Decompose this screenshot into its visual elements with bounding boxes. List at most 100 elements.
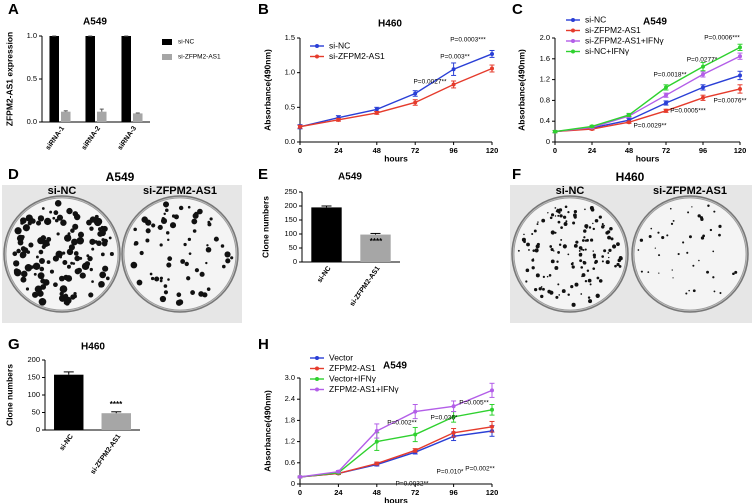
colony: [54, 218, 59, 223]
bar: [133, 113, 143, 122]
colony: [130, 261, 138, 269]
colony: [76, 267, 82, 274]
colony: [692, 289, 696, 293]
colony: [562, 215, 567, 219]
colony: [608, 256, 610, 259]
colony: [105, 276, 110, 281]
legend-swatch: [162, 54, 172, 60]
data-point: [701, 72, 705, 77]
x-tick-label: 120: [486, 146, 499, 155]
colony: [53, 210, 59, 216]
data-point: [413, 91, 418, 96]
colony: [582, 260, 586, 264]
colony: [88, 292, 94, 298]
annotation: P=0.003**: [440, 54, 470, 61]
colony: [609, 226, 613, 231]
colony: [554, 215, 557, 217]
colony: [187, 205, 191, 209]
colony: [163, 290, 169, 295]
colony: [70, 261, 74, 265]
colony: [40, 278, 46, 284]
colony: [598, 279, 603, 283]
colony: [38, 249, 44, 255]
colony: [16, 248, 21, 254]
data-point: [336, 117, 341, 122]
colony: [616, 242, 620, 247]
colony: [39, 257, 45, 264]
colony: [73, 251, 79, 256]
dish: [633, 197, 747, 311]
colony: [205, 261, 208, 265]
colony: [598, 215, 602, 219]
colony: [567, 211, 570, 214]
y-tick-label: 100: [284, 229, 297, 238]
colony: [610, 237, 614, 241]
colony: [639, 238, 644, 242]
colony: [32, 291, 39, 298]
colony: [560, 238, 563, 241]
colony: [732, 272, 735, 276]
x-tick-label: 72: [662, 146, 670, 155]
colony: [550, 247, 554, 252]
series-line: [554, 46, 741, 133]
colony: [72, 262, 76, 265]
annotation: P=0.0018**: [653, 72, 687, 79]
y-axis-label: Clone numbers: [260, 196, 270, 258]
bar: [85, 36, 95, 122]
legend-label: ZFPM2-AS1: [329, 363, 376, 373]
colony: [94, 214, 99, 219]
y-tick-label: 0.8: [540, 95, 550, 104]
colony: [163, 201, 170, 208]
dish-label: si-ZFPM2-AS1: [143, 185, 217, 197]
colony: [46, 260, 51, 265]
colony: [66, 264, 71, 269]
colony: [197, 208, 203, 215]
colony: [707, 204, 710, 207]
colony: [563, 222, 568, 226]
colony: [612, 244, 617, 249]
colony: [21, 270, 28, 278]
colony: [41, 207, 45, 210]
annotation: P=0.0032**: [395, 481, 429, 488]
y-tick-label: 1.6: [540, 54, 550, 63]
colony: [49, 210, 53, 214]
colony: [536, 223, 539, 226]
legend-marker: [315, 356, 319, 360]
colony: [525, 280, 528, 283]
panel: G H460 0 50 100 150 200 Clone numbers si-NC si-ZF…: [4, 336, 140, 476]
colony: [590, 238, 594, 242]
legend-swatch: [162, 39, 172, 45]
data-point: [490, 388, 494, 393]
colony: [554, 265, 559, 270]
colony: [650, 227, 653, 230]
colony: [13, 260, 20, 267]
data-point: [701, 64, 705, 69]
colony: [585, 227, 588, 229]
colony: [670, 222, 674, 225]
colony: [594, 218, 599, 223]
colony: [24, 264, 33, 272]
colony: [558, 243, 562, 247]
colony: [167, 256, 173, 262]
data-point: [738, 54, 742, 59]
annotation: P=0.0277*: [687, 57, 718, 64]
colony: [580, 248, 583, 251]
data-point: [738, 73, 742, 78]
data-point: [298, 474, 302, 479]
colony: [109, 251, 114, 257]
annotation: P=0.0027**: [413, 79, 447, 86]
series-line: [299, 389, 493, 478]
colony: [697, 214, 701, 218]
colony: [180, 259, 186, 264]
annotation: P=0.002**: [387, 420, 417, 427]
x-tick-label: 0: [553, 146, 557, 155]
colony: [557, 220, 561, 224]
colony: [186, 276, 191, 281]
colony: [89, 216, 96, 223]
colony: [72, 294, 77, 299]
colony: [56, 232, 60, 236]
colony: [108, 236, 112, 240]
colony: [588, 226, 592, 229]
x-tick-label: 48: [625, 146, 633, 155]
colony: [718, 224, 722, 228]
